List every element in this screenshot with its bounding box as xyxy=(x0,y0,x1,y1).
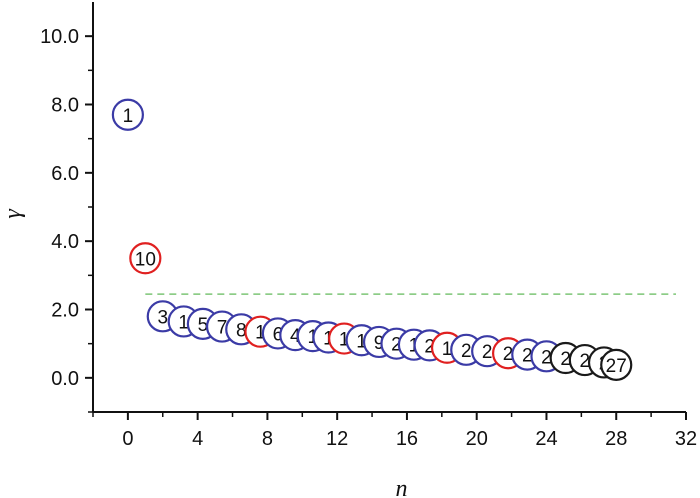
x-tick-label: 4 xyxy=(192,428,203,450)
data-point-label: 2 xyxy=(461,341,472,362)
x-axis-title: n xyxy=(396,476,408,498)
data-point-label: 2 xyxy=(560,349,571,370)
data-point-marker xyxy=(111,98,144,131)
data-point-label: 1 xyxy=(339,330,350,351)
data-point-label: 5 xyxy=(198,315,209,336)
data-point-label: 4 xyxy=(290,326,301,347)
data-point-label: 7 xyxy=(217,318,228,339)
data-point-label: 2 xyxy=(580,351,591,372)
data-point-marker xyxy=(600,348,633,381)
data-point-label: 1 xyxy=(255,323,266,344)
x-tick-label: 32 xyxy=(675,428,697,450)
x-tick-label: 8 xyxy=(262,428,273,450)
x-tick-label: 16 xyxy=(396,428,418,450)
x-tick-label: 28 xyxy=(605,428,627,450)
data-point-label: 2 xyxy=(541,347,552,368)
y-tick-label: 6.0 xyxy=(51,163,79,185)
y-tick-label: 0.0 xyxy=(51,368,79,390)
x-tick-label: 12 xyxy=(326,428,348,450)
data-point: 10 xyxy=(129,242,162,275)
x-tick-label: 24 xyxy=(535,428,557,450)
y-tick-label: 10.0 xyxy=(40,26,79,48)
data-point-label: 1 xyxy=(356,331,367,352)
data-point: 27 xyxy=(600,348,633,381)
data-point-label: 27 xyxy=(606,356,627,377)
y-axis-title: γ xyxy=(0,209,26,219)
data-point-label: 8 xyxy=(236,320,247,341)
x-tick-label: 20 xyxy=(466,428,488,450)
data-point-label: 2 xyxy=(522,346,533,367)
data-point-label: 10 xyxy=(135,249,156,270)
data-point-label: 2 xyxy=(503,344,514,365)
data-point-marker xyxy=(129,242,162,275)
x-tick-label: 0 xyxy=(122,428,133,450)
data-point-label: 1 xyxy=(442,339,453,360)
data-point: 1 xyxy=(111,98,144,131)
y-tick-label: 2.0 xyxy=(51,300,79,322)
data-point-label: 9 xyxy=(374,333,385,354)
data-point-label: 2 xyxy=(424,336,435,357)
data-point-label: 2 xyxy=(482,342,493,363)
y-tick-label: 8.0 xyxy=(51,95,79,117)
data-point-label: 3 xyxy=(157,307,168,328)
y-tick-label: 4.0 xyxy=(51,231,79,253)
data-point-label: 1 xyxy=(123,106,134,127)
data-point-label: 2 xyxy=(391,335,402,356)
data-point-label: 6 xyxy=(273,324,284,345)
data-point-label: 1 xyxy=(178,312,189,333)
